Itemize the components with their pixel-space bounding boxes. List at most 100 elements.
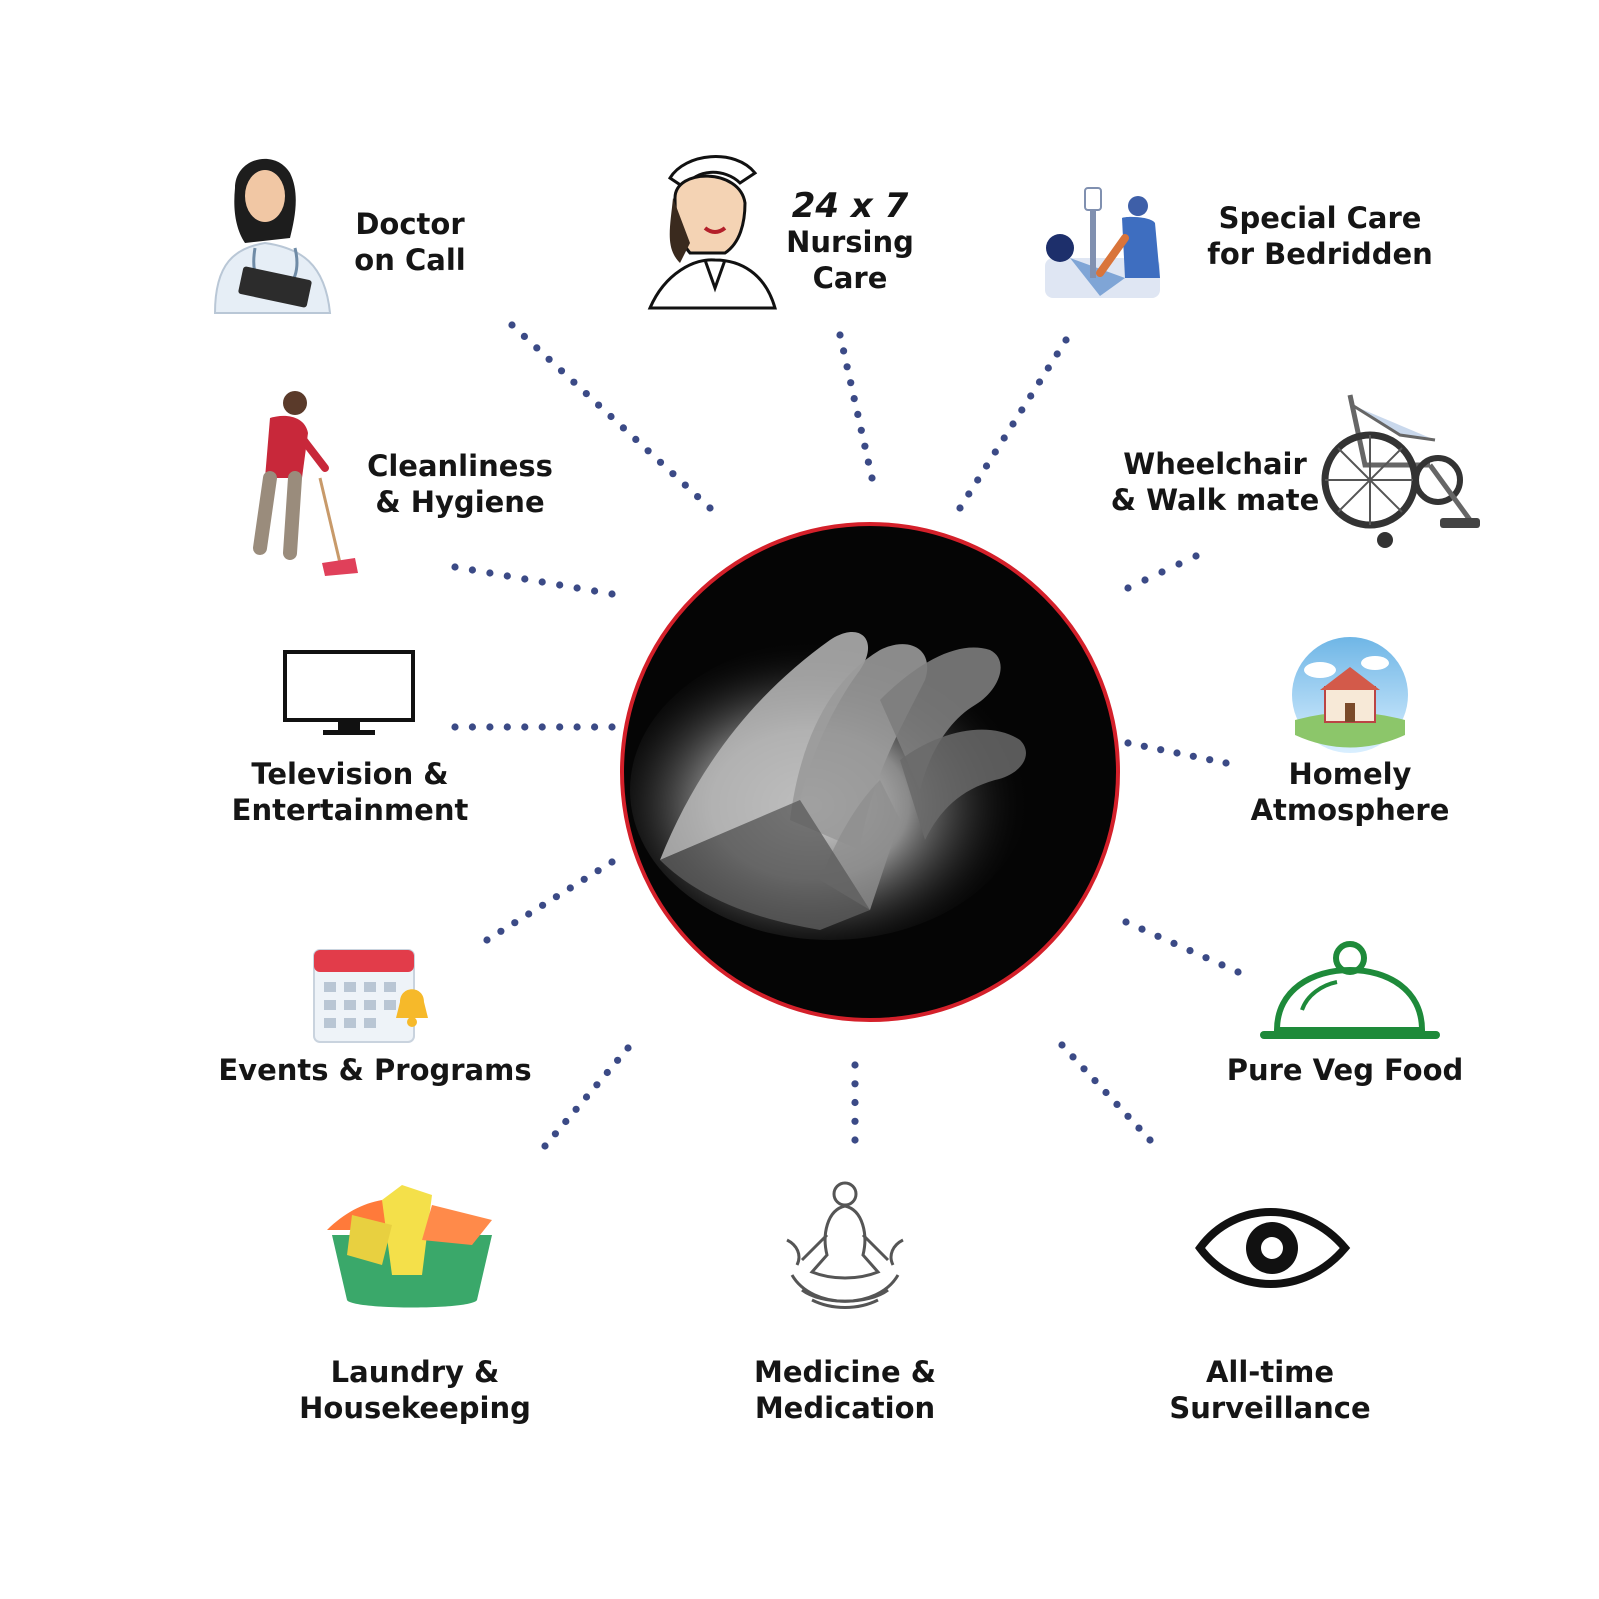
connector-dot bbox=[1062, 336, 1070, 344]
connector-dot bbox=[1124, 584, 1132, 592]
connector-dot bbox=[525, 910, 533, 918]
center-photo bbox=[620, 522, 1120, 1022]
connector-dot bbox=[1124, 1112, 1132, 1120]
nurse-icon bbox=[647, 155, 777, 310]
doctor-icon bbox=[213, 158, 332, 314]
connector-lines bbox=[451, 321, 1242, 1150]
television-icon bbox=[283, 650, 415, 735]
label-doctor: Doctor on Call bbox=[354, 207, 466, 277]
connector-dot bbox=[486, 569, 494, 577]
connector-dot bbox=[468, 566, 476, 574]
connector-dot bbox=[582, 390, 590, 398]
connector-dot bbox=[669, 470, 677, 478]
connector-dot bbox=[851, 1080, 859, 1088]
connector-dot bbox=[857, 426, 865, 434]
connector-dot bbox=[521, 723, 529, 731]
connector-dot bbox=[538, 723, 546, 731]
house-icon bbox=[1292, 637, 1408, 753]
connector-dot bbox=[851, 1136, 859, 1144]
connector-dot bbox=[486, 723, 494, 731]
label-surveillance: All-time Surveillance bbox=[1169, 1355, 1371, 1425]
connector-dot bbox=[503, 723, 511, 731]
connector-dot bbox=[619, 424, 628, 432]
connector-dot bbox=[861, 442, 869, 450]
connector-dot bbox=[1202, 954, 1210, 962]
connector-dot bbox=[468, 723, 476, 731]
connector-dot bbox=[1192, 552, 1200, 560]
label-food: Pure Veg Food bbox=[1226, 1053, 1464, 1087]
connector-dot bbox=[868, 474, 876, 482]
connector-dot bbox=[594, 867, 602, 875]
connector-dot bbox=[1080, 1065, 1088, 1073]
connector-dot bbox=[608, 590, 616, 598]
connector-dot bbox=[1053, 350, 1061, 358]
connector-dot bbox=[591, 723, 599, 731]
connector-dot bbox=[1186, 947, 1194, 955]
connector-dot bbox=[1058, 1041, 1066, 1049]
connector-dot bbox=[1122, 918, 1130, 926]
connector-dot bbox=[1069, 1053, 1077, 1061]
connector-dot bbox=[511, 919, 519, 927]
connector-dot bbox=[644, 447, 652, 455]
connector-dot bbox=[1173, 749, 1181, 757]
connector-dot bbox=[982, 462, 991, 470]
food-cloche-icon bbox=[1260, 941, 1440, 1039]
connector-dot bbox=[562, 1117, 570, 1126]
connector-dot bbox=[595, 401, 603, 409]
connector-dot bbox=[656, 458, 665, 466]
connector-dot bbox=[1170, 939, 1178, 948]
connector-dot bbox=[1157, 746, 1165, 754]
label-wheelchair: Wheelchair & Walk mate bbox=[1110, 447, 1320, 517]
meditation-icon bbox=[786, 1181, 904, 1309]
eye-icon bbox=[1195, 1208, 1351, 1288]
connector-dot bbox=[851, 1098, 859, 1107]
connector-dot bbox=[608, 858, 616, 866]
connector-dot bbox=[580, 875, 588, 883]
connector-dot bbox=[854, 410, 862, 418]
connector-dot bbox=[573, 723, 581, 731]
connector-dot bbox=[1234, 968, 1242, 976]
connector-dot bbox=[1091, 1077, 1099, 1085]
connector-dot bbox=[1206, 756, 1214, 764]
connector-dot bbox=[533, 344, 541, 352]
calendar-icon bbox=[313, 949, 428, 1043]
connector-dot bbox=[539, 901, 547, 909]
connector-dot bbox=[1218, 961, 1226, 969]
connector-dot bbox=[582, 1093, 591, 1101]
connector-dot bbox=[591, 587, 599, 595]
connector-dot bbox=[956, 504, 964, 512]
connector-dot bbox=[607, 412, 615, 421]
connector-dot bbox=[557, 367, 566, 375]
connector-dot bbox=[603, 1068, 611, 1077]
connector-dot bbox=[566, 884, 574, 892]
connector-dot bbox=[1113, 1100, 1121, 1108]
connector-dot bbox=[614, 1056, 622, 1064]
connector-dot bbox=[451, 723, 459, 731]
connector-dot bbox=[1140, 742, 1148, 750]
connector-dot bbox=[520, 332, 529, 340]
label-television: Television & Entertainment bbox=[231, 757, 469, 827]
connector-dot bbox=[1018, 406, 1026, 414]
connector-dot bbox=[508, 321, 516, 329]
connector-dot bbox=[851, 1117, 859, 1125]
connector-dot bbox=[556, 581, 564, 589]
connector-dot bbox=[552, 893, 561, 901]
connector-dot bbox=[556, 723, 564, 731]
connector-dot bbox=[694, 493, 702, 501]
connector-dot bbox=[624, 1044, 632, 1052]
connector-dot bbox=[573, 584, 581, 592]
connector-dot bbox=[1027, 392, 1035, 400]
connector-dot bbox=[572, 1105, 580, 1113]
connector-dot bbox=[538, 578, 546, 586]
connector-dot bbox=[1138, 925, 1146, 933]
connector-dot bbox=[1102, 1088, 1110, 1097]
cleaner-icon bbox=[253, 391, 358, 576]
connector-dot bbox=[843, 363, 851, 371]
label-bedridden: Special Care for Bedridden bbox=[1207, 201, 1433, 271]
connector-dot bbox=[847, 379, 855, 387]
connector-dot bbox=[851, 1061, 859, 1069]
label-events: Events & Programs bbox=[218, 1053, 532, 1087]
wheelchair-icon bbox=[1321, 394, 1480, 548]
label-nursing: 24 x 7 Nursing Care bbox=[786, 186, 914, 295]
